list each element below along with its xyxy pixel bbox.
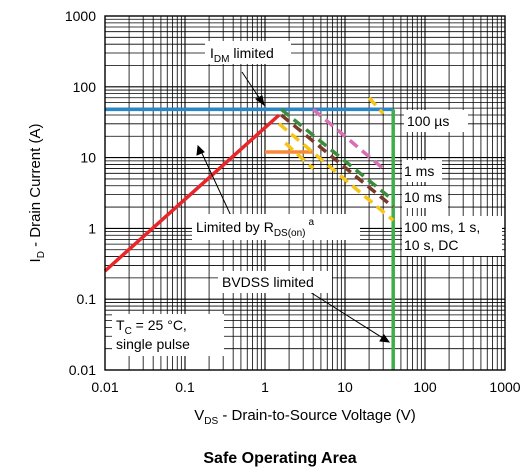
bvdss-label-box bbox=[218, 271, 332, 293]
label-100us: 100 µs bbox=[407, 113, 449, 129]
label-10ms: 10 ms bbox=[404, 189, 442, 205]
series-line-segment-8 bbox=[367, 96, 385, 115]
y-tick-label: 0.1 bbox=[77, 291, 97, 307]
x-tick-label: 1 bbox=[261, 379, 269, 395]
tc-label-line2: single pulse bbox=[116, 336, 190, 352]
x-tick-label: 0.01 bbox=[91, 379, 118, 395]
y-tick-label: 10 bbox=[80, 150, 96, 166]
y-tick-label: 0.01 bbox=[69, 362, 96, 378]
bvdss-arrow bbox=[309, 291, 387, 341]
rds-label: Limited by RDS(on)a bbox=[196, 217, 315, 239]
y-tick-label: 1000 bbox=[65, 8, 96, 24]
idm-arrowhead bbox=[255, 95, 265, 107]
series-line-1-ms bbox=[280, 108, 395, 202]
tick-labels: 0.01 0.1 1 10 100 1000 1000 100 10 1 0.1 0.01 bbox=[65, 8, 521, 395]
series-line-limited-by-r-ds-on- bbox=[103, 113, 281, 273]
tc-label-box bbox=[112, 314, 224, 356]
y-tick-label: 1 bbox=[88, 220, 96, 236]
rds-label-box bbox=[192, 214, 360, 240]
y-tick-label: 100 bbox=[73, 79, 97, 95]
label-box-100us bbox=[404, 110, 468, 132]
series-line-10-ms bbox=[280, 113, 395, 209]
label-dc-line2: 10 s, DC bbox=[404, 237, 458, 253]
plot-frame bbox=[104, 15, 506, 371]
gridlines bbox=[105, 16, 505, 370]
chart-title: Safe Operating Area bbox=[203, 450, 356, 467]
label-1ms: 1 ms bbox=[404, 163, 434, 179]
tc-label-line1: TC = 25 °C, bbox=[116, 317, 187, 337]
label-box-dc bbox=[402, 216, 502, 256]
x-tick-label: 100 bbox=[413, 379, 437, 395]
annotation-arrows bbox=[196, 71, 391, 343]
series-lines bbox=[103, 96, 395, 370]
series-line-segment-9 bbox=[284, 141, 315, 170]
series-line-100-ms-1-s-10-s-dc bbox=[277, 122, 395, 222]
x-tick-label: 1000 bbox=[489, 379, 520, 395]
label-box-1ms bbox=[402, 160, 442, 182]
idm-arrow bbox=[241, 71, 263, 103]
x-axis-title: VDS - Drain-to-Source Voltage (V) bbox=[194, 407, 416, 427]
label-box-10ms bbox=[402, 186, 448, 208]
rds-arrow bbox=[199, 148, 233, 219]
label-dc-line1: 100 ms, 1 s, bbox=[404, 219, 480, 235]
x-tick-label: 0.1 bbox=[175, 379, 195, 395]
rds-arrowhead bbox=[196, 144, 205, 156]
y-axis-title: ID - Drain Current (A) bbox=[27, 124, 47, 263]
bvdss-arrowhead bbox=[379, 334, 391, 343]
idm-label-box bbox=[205, 41, 291, 64]
bvdss-label: BVDSS limited bbox=[222, 274, 314, 290]
idm-label: IDM limited bbox=[210, 45, 274, 65]
x-tick-label: 10 bbox=[337, 379, 353, 395]
